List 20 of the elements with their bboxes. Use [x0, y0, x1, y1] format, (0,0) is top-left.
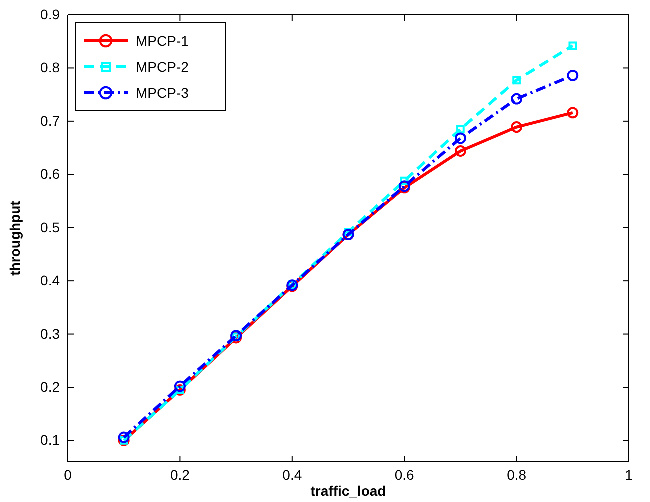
y-tick-label: 0.9 [40, 6, 60, 22]
y-tick-label: 0.5 [40, 219, 60, 236]
y-tick-label: 0.4 [40, 272, 60, 289]
y-tick-label: 0.1 [40, 432, 60, 448]
y-axis-title: throughput [7, 200, 23, 276]
x-tick-label: 0.2 [170, 466, 190, 483]
x-axis-title: traffic_load [310, 483, 386, 499]
legend-label: MPCP-2 [136, 59, 190, 75]
y-tick-label: 0.2 [40, 378, 60, 395]
x-tick-label: 1 [625, 466, 634, 483]
y-tick-label: 0.6 [40, 166, 60, 182]
x-tick-label: 0.6 [394, 466, 415, 483]
x-tick-label: 0 [64, 466, 72, 483]
legend-label: MPCP-1 [136, 33, 190, 49]
x-tick-label: 0.8 [507, 466, 527, 483]
y-tick-label: 0.7 [40, 112, 60, 129]
y-tick-label: 0.8 [40, 60, 60, 76]
x-tick-label: 0.4 [282, 466, 302, 483]
y-tick-label: 0.3 [40, 326, 60, 342]
legend-label: MPCP-3 [136, 85, 190, 101]
